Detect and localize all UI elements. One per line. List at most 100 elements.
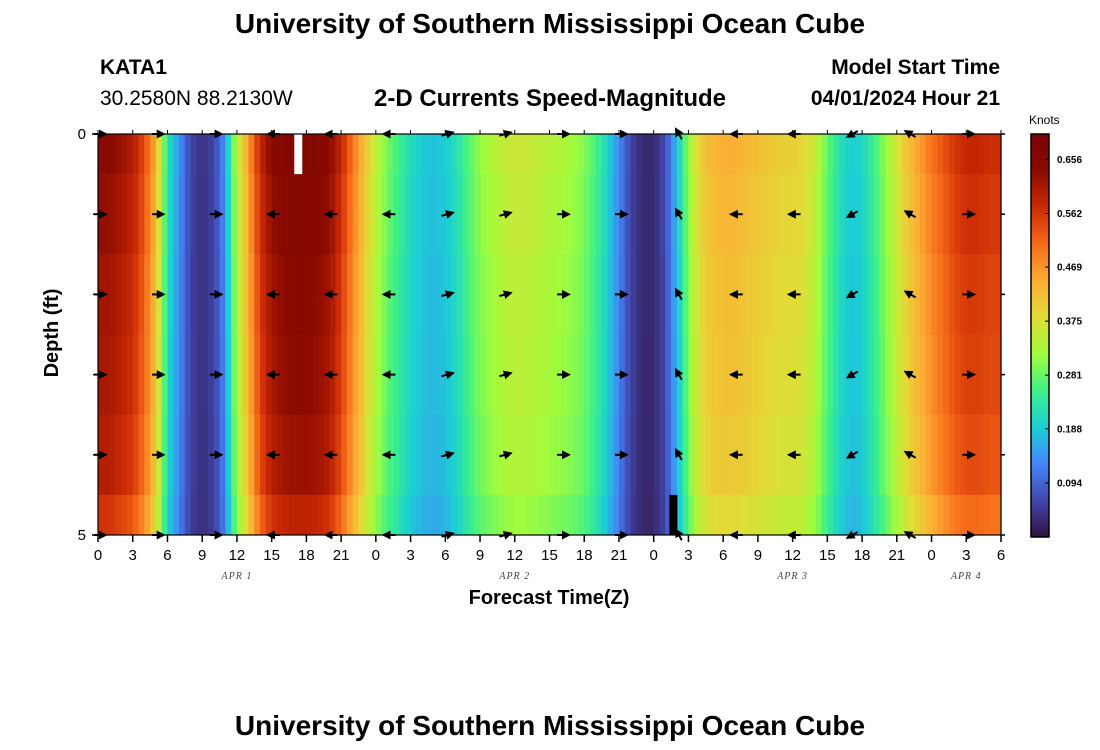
x-tick-label: 9 (476, 547, 484, 564)
heat-cell (572, 414, 580, 496)
heat-cell (746, 134, 753, 175)
heat-cell (590, 254, 597, 335)
heat-cell (231, 254, 238, 335)
heat-cell (346, 334, 354, 416)
heat-cell (422, 414, 429, 496)
heat-cell (717, 134, 724, 175)
heat-cell (283, 414, 290, 496)
current-arrow (499, 290, 513, 300)
current-arrow (674, 448, 684, 461)
heat-cell (601, 494, 608, 536)
heat-cell (636, 414, 643, 496)
heat-cell (902, 414, 909, 496)
heat-cell (862, 134, 869, 175)
heat-cell (856, 494, 863, 536)
heat-cell (601, 414, 608, 496)
heat-cell (798, 174, 805, 255)
heat-cell (671, 254, 678, 335)
heat-cell (885, 174, 892, 255)
heat-cell (254, 494, 261, 536)
heat-cell (155, 134, 163, 175)
heat-cell (624, 494, 632, 536)
heat-cell (364, 414, 371, 496)
heat-cell (757, 414, 765, 496)
heat-cell (653, 174, 661, 255)
footer-title: University of Southern Mississippi Ocean… (234, 710, 866, 741)
heat-cell (995, 254, 1002, 335)
heat-cell (873, 134, 881, 175)
heat-cell (665, 134, 672, 175)
heat-cell (132, 174, 140, 255)
heat-cell (526, 174, 533, 255)
heat-cell (300, 254, 307, 335)
heat-cell (468, 174, 475, 255)
heat-cell (711, 174, 718, 255)
heat-cell (891, 134, 898, 175)
heat-cell (416, 174, 423, 255)
heat-cell (225, 174, 232, 255)
heat-cell (451, 134, 458, 175)
heat-cell (948, 254, 956, 335)
heat-cell (364, 134, 371, 175)
heat-cell (728, 494, 736, 536)
heat-cell (236, 414, 244, 496)
x-tick-label: 15 (541, 547, 558, 564)
heat-cell (115, 174, 122, 255)
heat-cell (410, 254, 417, 335)
heat-cell (526, 494, 533, 536)
heat-cell (960, 494, 967, 536)
heat-cell (746, 494, 753, 536)
heat-cell (815, 254, 823, 335)
heat-cell (885, 494, 892, 536)
current-arrow (441, 210, 455, 219)
y-axis-title: Depth (ft) (41, 289, 63, 378)
heat-cell (399, 254, 406, 335)
x-tick-label: 3 (684, 547, 692, 564)
heat-cell (254, 254, 261, 335)
heat-cell (393, 494, 400, 536)
heat-cell (520, 334, 527, 416)
heat-cell (179, 414, 186, 496)
heat-cell (341, 134, 348, 175)
heat-cell (711, 414, 718, 496)
heat-cell (786, 494, 794, 536)
heat-cell (752, 134, 759, 175)
heat-cell (595, 494, 603, 536)
heat-cell (451, 254, 458, 335)
heat-cell (167, 254, 174, 335)
heat-cell (248, 414, 255, 496)
heat-cell (590, 134, 597, 175)
heat-cell (121, 414, 128, 496)
heat-cell (306, 134, 313, 175)
heat-cell (543, 494, 551, 536)
heat-cell (173, 414, 180, 496)
heat-cell (694, 134, 701, 175)
heat-cell (173, 174, 180, 255)
heat-cell (508, 414, 516, 496)
heat-cell (167, 494, 174, 536)
heat-cell (404, 334, 412, 416)
heat-cell (931, 174, 938, 255)
heat-cell (833, 494, 840, 536)
heat-cell (248, 334, 255, 416)
heat-cell (236, 174, 244, 255)
heat-cell (532, 494, 539, 536)
heat-cell (346, 254, 354, 335)
heat-cell (775, 414, 782, 496)
heat-cell (896, 414, 904, 496)
x-tick-label: 21 (333, 547, 350, 564)
heat-cell (948, 334, 956, 416)
heat-cell (624, 134, 632, 175)
heat-cell (184, 334, 192, 416)
heat-cell (549, 254, 556, 335)
heat-cell (121, 254, 128, 335)
heat-cell (138, 334, 145, 416)
heat-cell (190, 134, 198, 175)
heat-cell (399, 134, 406, 175)
heat-cell (804, 414, 811, 496)
heat-cell (856, 134, 863, 175)
heat-cell (462, 494, 470, 536)
x-tick-label: 21 (611, 547, 628, 564)
heat-cell (630, 254, 637, 335)
